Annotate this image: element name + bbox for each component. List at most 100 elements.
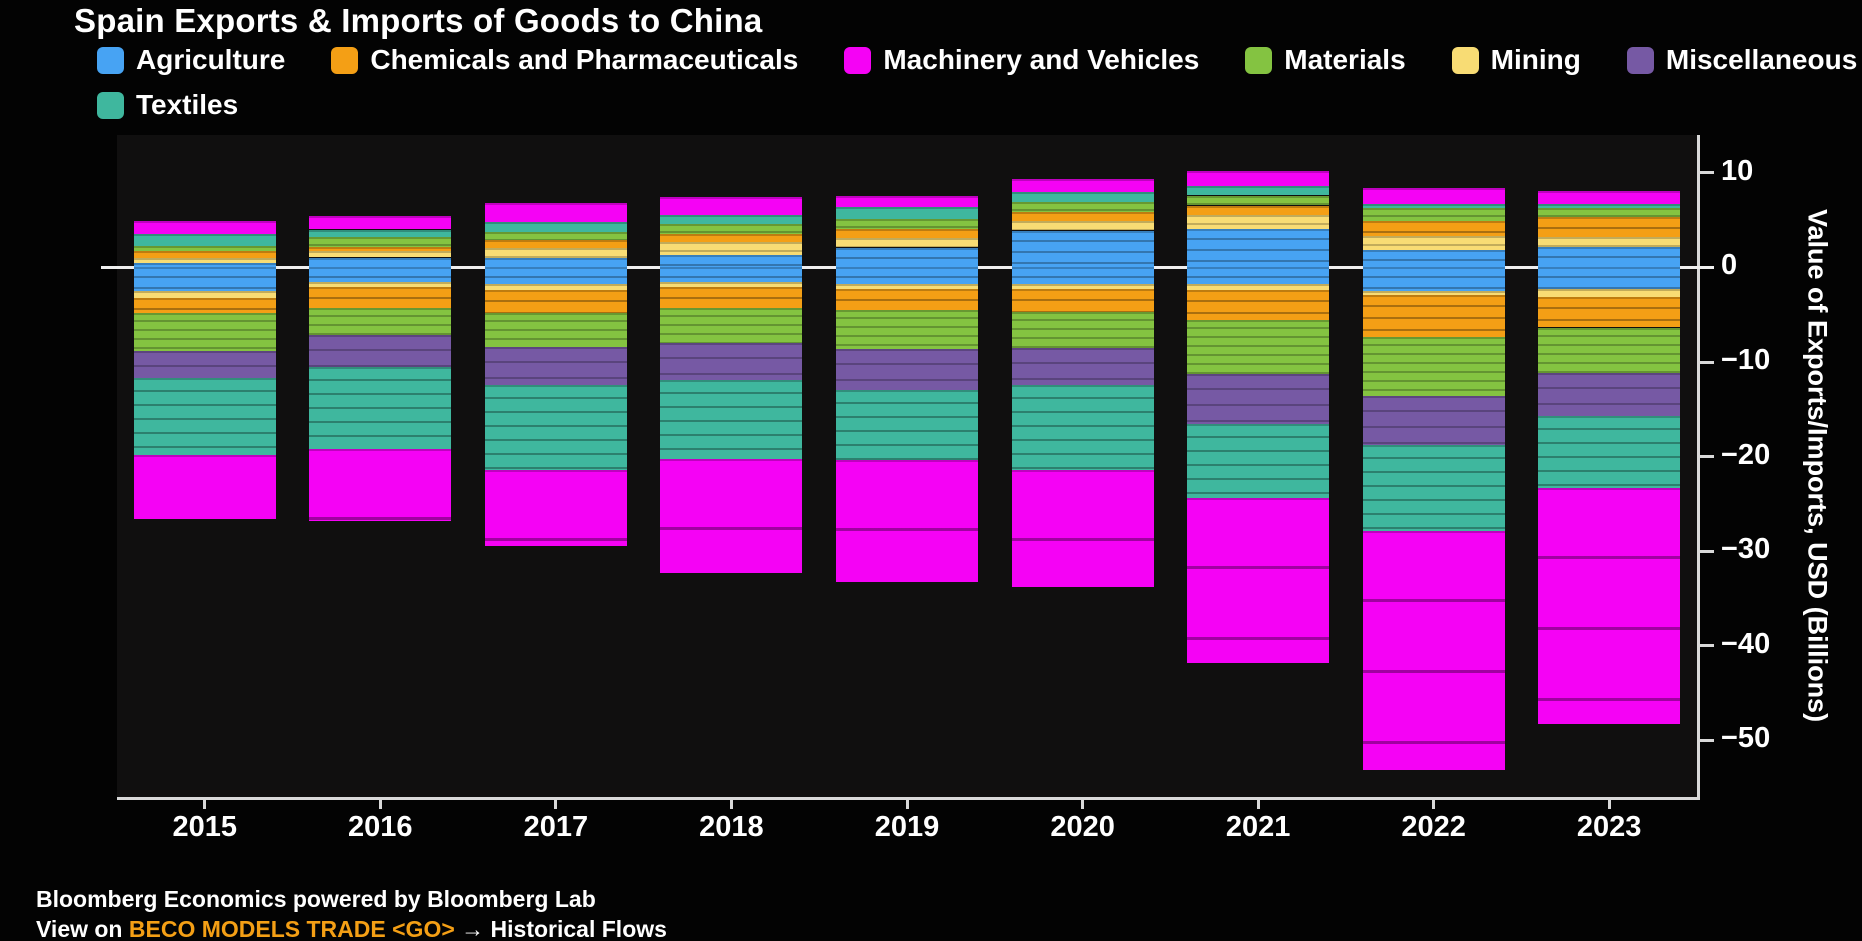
bar-segment [836,389,978,461]
y-tick-mark [1700,360,1714,364]
bar-segment [660,458,803,573]
bar-segment [484,284,627,290]
bar-segment [1011,230,1154,268]
legend-label: Miscellaneous [1665,44,1858,75]
bar-segment [1538,190,1681,204]
bar-segment [1187,284,1330,291]
bar-segment [1011,312,1154,348]
bar-segment [1187,267,1330,285]
bar-segment [133,233,276,246]
bar-segment [309,282,452,287]
bar-segment [309,251,452,258]
y-tick-mark [1700,549,1714,553]
bar-segment [1011,202,1154,212]
bar-segment [836,247,978,268]
bar-segment [133,220,276,234]
bar-segment [836,284,978,289]
bar-segment [1011,220,1154,231]
bar-segment [309,257,452,268]
legend-item-chemicals[interactable]: Chemicals and Pharmaceuticals [331,44,798,76]
bar-segment [660,215,803,224]
legend-item-mining[interactable]: Mining [1451,44,1581,76]
bar-segment [660,307,803,344]
bar-segment [1362,291,1505,295]
y-tick-label: −10 [1721,344,1771,376]
bar-segment [836,195,978,207]
bar-segment [309,307,452,335]
bar-segment [309,286,452,308]
bar-segment [484,267,627,285]
bar-segment [484,222,627,232]
bar-segment [1362,294,1505,338]
x-tick-mark [203,800,207,809]
bar-segment [836,349,978,390]
x-tick-mark [1256,800,1260,809]
y-tick-label: 10 [1721,154,1754,187]
beco-models-trade-link[interactable]: BECO MODELS TRADE <GO> [128,916,455,941]
bar-segment [309,449,452,521]
bar-segment [1362,235,1505,250]
bar-segment [660,343,803,380]
x-tick-mark [378,800,382,809]
legend-label: Textiles [136,89,239,120]
legend-swatch-chemicals-icon [331,46,359,74]
legend: Agriculture Chemicals and Pharmaceuticals… [97,44,1857,121]
legend-label: Mining [1490,44,1581,75]
bar-segment [1538,327,1681,373]
x-tick-label: 2017 [523,811,589,843]
bar-segment [660,379,803,459]
bar-segment [836,288,978,311]
bar-segment [1362,337,1505,396]
bar-segment [1187,185,1330,196]
legend-item-machinery[interactable]: Machinery and Vehicles [844,44,1199,76]
y-tick-label: −20 [1721,438,1771,471]
y-tick-label: −40 [1721,627,1771,660]
bar-segment [133,267,276,291]
bar-segment [1538,416,1681,489]
bar-segment [309,216,452,230]
legend-swatch-miscellaneous-icon [1626,46,1654,74]
bar-segment [660,233,803,243]
legend-swatch-machinery-icon [844,46,872,74]
bar-segment [660,196,803,216]
bar-segment [133,250,276,258]
bar-segment [1011,284,1154,289]
legend-label: Machinery and Vehicles [883,44,1200,75]
bar-segment [1187,205,1330,216]
x-tick-mark [1081,800,1085,809]
bar-segment [1538,288,1681,298]
y-tick-label: 0 [1721,249,1738,282]
bar-segment [660,242,803,256]
bar-segment [309,334,452,367]
footer-link-line: View on BECO MODELS TRADE <GO> → Histori… [36,914,667,941]
bar-segment [1187,320,1330,375]
legend-item-miscellaneous[interactable]: Miscellaneous [1626,44,1858,76]
bar-segment [309,366,452,449]
bar-segment [660,255,803,268]
legend-item-textiles[interactable]: Textiles [97,89,238,121]
bar-segment [1187,290,1330,321]
bar-segment [484,257,627,268]
legend-swatch-agriculture-icon [97,46,124,74]
legend-label: Chemicals and Pharmaceuticals [370,44,799,75]
x-tick-mark [554,800,558,809]
bar-segment [1538,247,1681,268]
bar-segment [1011,192,1154,203]
y-tick-mark [1700,455,1714,458]
bar-segment [309,267,452,283]
bar-segment [484,347,627,386]
bar-segment [133,257,276,264]
bar-segment [1538,488,1681,724]
bar-segment [1011,267,1154,284]
bar-segment [133,351,276,379]
bar-segment [133,263,276,268]
x-tick-label: 2020 [1050,811,1115,843]
legend-item-agriculture[interactable]: Agriculture [97,44,285,76]
legend-item-materials[interactable]: Materials [1245,44,1406,76]
bar-segment [1187,498,1330,663]
bar-segment [133,291,276,298]
bar-segment [836,237,978,248]
bar-segment [836,267,978,284]
legend-swatch-materials-icon [1245,46,1273,74]
footer-credit-line: Bloomberg Economics powered by Bloomberg… [36,884,667,914]
